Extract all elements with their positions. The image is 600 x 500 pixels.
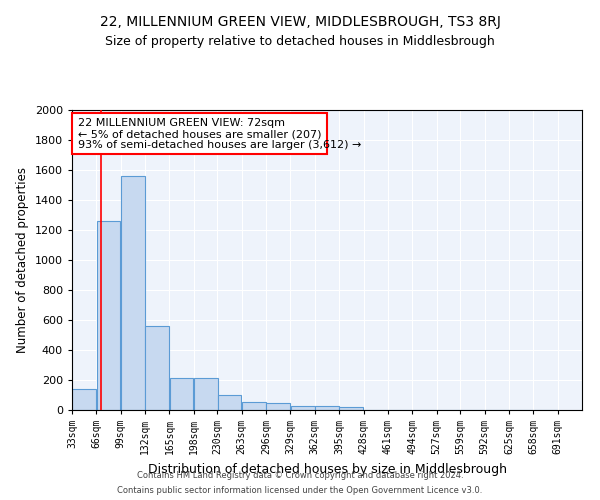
X-axis label: Distribution of detached houses by size in Middlesbrough: Distribution of detached houses by size …	[148, 462, 506, 475]
Bar	[97, 221, 121, 410]
Text: 22 MILLENNIUM GREEN VIEW: 72sqm: 22 MILLENNIUM GREEN VIEW: 72sqm	[78, 118, 285, 128]
Text: ← 5% of detached houses are smaller (207): ← 5% of detached houses are smaller (207…	[78, 129, 322, 139]
Text: 22, MILLENNIUM GREEN VIEW, MIDDLESBROUGH, TS3 8RJ: 22, MILLENNIUM GREEN VIEW, MIDDLESBROUGH…	[100, 15, 500, 29]
FancyBboxPatch shape	[72, 113, 326, 154]
Bar	[170, 378, 193, 410]
Text: Size of property relative to detached houses in Middlesbrough: Size of property relative to detached ho…	[105, 35, 495, 48]
Bar	[291, 406, 314, 410]
Bar	[340, 407, 363, 410]
Bar	[218, 395, 241, 410]
Text: Contains HM Land Registry data © Crown copyright and database right 2024.: Contains HM Land Registry data © Crown c…	[137, 471, 463, 480]
Text: Contains public sector information licensed under the Open Government Licence v3: Contains public sector information licen…	[118, 486, 482, 495]
Bar	[266, 402, 290, 410]
Bar	[121, 176, 145, 410]
Bar	[242, 402, 266, 410]
Bar	[145, 326, 169, 410]
Bar	[72, 389, 96, 410]
Bar	[194, 378, 218, 410]
Bar	[315, 406, 339, 410]
Text: 93% of semi-detached houses are larger (3,612) →: 93% of semi-detached houses are larger (…	[78, 140, 361, 150]
Y-axis label: Number of detached properties: Number of detached properties	[16, 167, 29, 353]
